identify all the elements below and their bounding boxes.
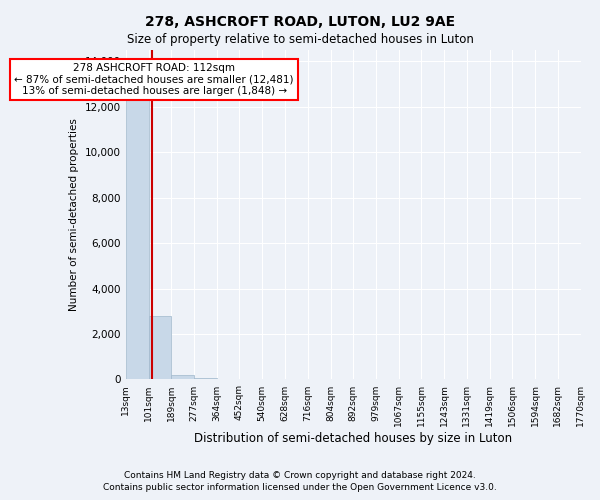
X-axis label: Distribution of semi-detached houses by size in Luton: Distribution of semi-detached houses by … bbox=[194, 432, 512, 445]
Text: Contains HM Land Registry data © Crown copyright and database right 2024.: Contains HM Land Registry data © Crown c… bbox=[124, 471, 476, 480]
Text: 278, ASHCROFT ROAD, LUTON, LU2 9AE: 278, ASHCROFT ROAD, LUTON, LU2 9AE bbox=[145, 15, 455, 29]
Bar bbox=[126, 72, 149, 380]
Bar bbox=[172, 375, 194, 380]
Text: Size of property relative to semi-detached houses in Luton: Size of property relative to semi-detach… bbox=[127, 32, 473, 46]
Bar bbox=[149, 316, 172, 380]
Text: Contains public sector information licensed under the Open Government Licence v3: Contains public sector information licen… bbox=[103, 484, 497, 492]
Y-axis label: Number of semi-detached properties: Number of semi-detached properties bbox=[70, 118, 79, 311]
Bar bbox=[194, 378, 217, 380]
Text: 278 ASHCROFT ROAD: 112sqm
← 87% of semi-detached houses are smaller (12,481)
13%: 278 ASHCROFT ROAD: 112sqm ← 87% of semi-… bbox=[14, 63, 294, 96]
